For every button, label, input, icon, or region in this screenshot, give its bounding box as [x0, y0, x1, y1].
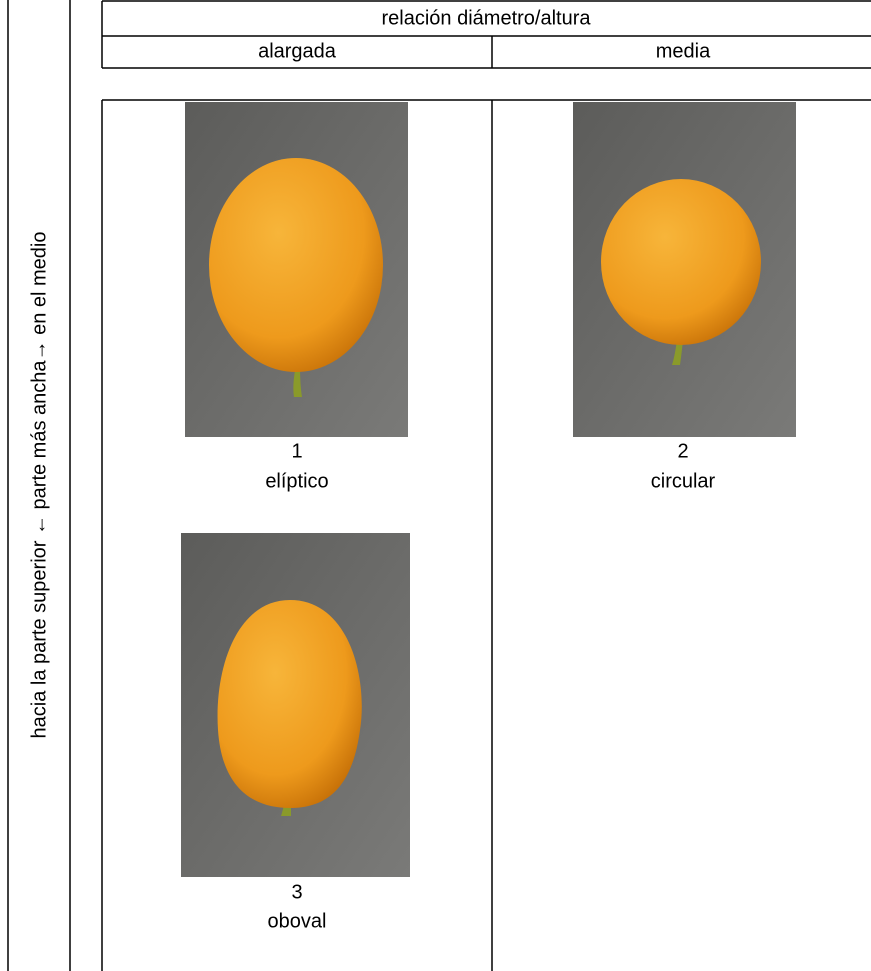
column-header: alargada: [258, 40, 337, 62]
cell-label: circular: [651, 470, 716, 492]
cell-label: elíptico: [265, 470, 328, 492]
cell-number: 2: [677, 440, 688, 462]
fruit-photo: [573, 102, 796, 437]
cell-label: oboval: [268, 910, 327, 932]
cell-number: 3: [291, 881, 302, 903]
fruit-photo: [181, 533, 410, 877]
side-label: hacia la parte superior ← parte más anch…: [28, 232, 50, 739]
fruit-photo: [185, 102, 408, 437]
cell-number: 1: [291, 440, 302, 462]
header-title: relación diámetro/altura: [382, 7, 592, 29]
column-header: media: [656, 40, 711, 62]
